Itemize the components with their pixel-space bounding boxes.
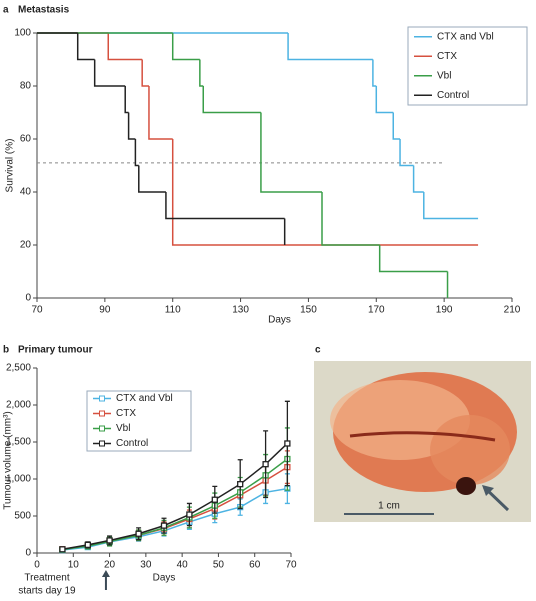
point-marker	[186, 511, 193, 518]
annotation: starts day 19	[18, 586, 76, 597]
y-tick-label: 80	[20, 81, 32, 92]
y-tick-label: 40	[20, 187, 32, 198]
survival-step	[287, 33, 373, 61]
series-line	[62, 442, 288, 551]
x-tick-label: 70	[285, 560, 297, 571]
x-tick-label: 150	[300, 305, 317, 316]
survival-step	[412, 165, 424, 193]
point-marker	[160, 522, 168, 529]
y-tick-label: 60	[20, 134, 32, 145]
survival-step	[171, 139, 479, 246]
panel-label: b	[3, 345, 9, 356]
legend-marker	[99, 395, 105, 402]
panel-label: a	[3, 5, 9, 16]
photo-panel: c 1 cm	[314, 345, 531, 522]
y-tick-label: 0	[25, 293, 31, 304]
legend-label: CTX	[437, 51, 457, 62]
point-marker	[135, 530, 142, 537]
x-tick-label: 0	[34, 560, 40, 571]
legend-box	[407, 26, 528, 106]
survival-step	[148, 86, 173, 140]
survival-step	[199, 59, 204, 87]
point-marker	[284, 440, 291, 447]
survival-step	[171, 33, 200, 61]
y-axis-title: Tumour volume (mm³)	[3, 411, 14, 510]
legend-label: CTX	[116, 408, 136, 419]
metastasis-spot	[456, 477, 476, 495]
y-tick-label: 2,000	[6, 400, 31, 411]
survival-step	[372, 59, 377, 87]
survival-step	[141, 59, 149, 87]
x-tick-label: 20	[104, 560, 116, 571]
point-marker	[262, 461, 269, 468]
legend-marker	[99, 410, 105, 417]
x-tick-label: 60	[249, 560, 261, 571]
x-tick-label: 10	[68, 560, 80, 571]
survival-step	[399, 139, 414, 167]
x-tick-label: 40	[177, 560, 189, 571]
x-tick-label: 170	[368, 305, 385, 316]
x-tick-label: 50	[213, 560, 225, 571]
y-tick-label: 1,500	[6, 437, 31, 448]
survival-step	[378, 245, 448, 273]
series-line	[62, 466, 288, 551]
survival-step	[375, 86, 394, 114]
annotation-arrowhead	[101, 570, 110, 577]
survival-step	[134, 139, 139, 167]
legend-label: CTX and Vbl	[437, 31, 494, 42]
x-tick-label: 130	[232, 305, 249, 316]
legend-label: Vbl	[116, 423, 130, 434]
scale-label: 1 cm	[378, 501, 400, 512]
survival-step	[93, 59, 126, 87]
legend-marker	[99, 425, 105, 432]
y-tick-label: 1,000	[6, 474, 31, 485]
point-marker	[106, 537, 113, 544]
y-tick-label: 0	[25, 548, 31, 559]
survival-step	[202, 86, 261, 114]
legend-marker	[99, 440, 105, 447]
chart-title: Primary tumour	[18, 345, 93, 356]
survival-step	[138, 165, 166, 193]
legend-label: Vbl	[437, 70, 451, 81]
survival-step	[423, 192, 479, 220]
y-tick-label: 2,500	[6, 363, 31, 374]
fissure	[349, 431, 496, 442]
x-tick-label: 210	[504, 305, 521, 316]
x-tick-label: 30	[140, 560, 152, 571]
point-marker	[59, 546, 66, 553]
y-tick-label: 500	[14, 511, 31, 522]
survival-step	[392, 112, 401, 140]
x-axis-title: Days	[268, 315, 291, 326]
x-tick-label: 190	[436, 305, 453, 316]
survival-step	[107, 33, 143, 61]
x-tick-label: 70	[31, 305, 43, 316]
legend-label: CTX and Vbl	[116, 393, 173, 404]
survival-step	[165, 192, 285, 220]
point-marker	[84, 541, 91, 549]
x-tick-label: 90	[99, 305, 111, 316]
series-line	[62, 458, 288, 551]
series-line	[62, 487, 288, 551]
y-tick-label: 20	[20, 240, 32, 251]
legend-label: Control	[437, 90, 469, 101]
point-marker	[211, 496, 218, 503]
chart-title: Metastasis	[18, 5, 70, 16]
y-tick-label: 100	[14, 28, 31, 39]
annotation: Treatment	[24, 573, 69, 584]
y-axis-title: Survival (%)	[5, 139, 16, 193]
survival-step	[260, 112, 322, 193]
survival-step	[321, 192, 380, 246]
survival-step	[76, 33, 95, 61]
legend-label: Control	[116, 438, 148, 449]
x-axis-title: Days	[153, 573, 176, 584]
survival-step	[127, 112, 136, 140]
lobe	[430, 415, 510, 485]
arrow-head	[482, 485, 494, 496]
x-tick-label: 110	[165, 305, 181, 316]
panel-label: c	[315, 345, 321, 356]
point-marker	[237, 481, 244, 488]
survival-step	[124, 86, 129, 114]
